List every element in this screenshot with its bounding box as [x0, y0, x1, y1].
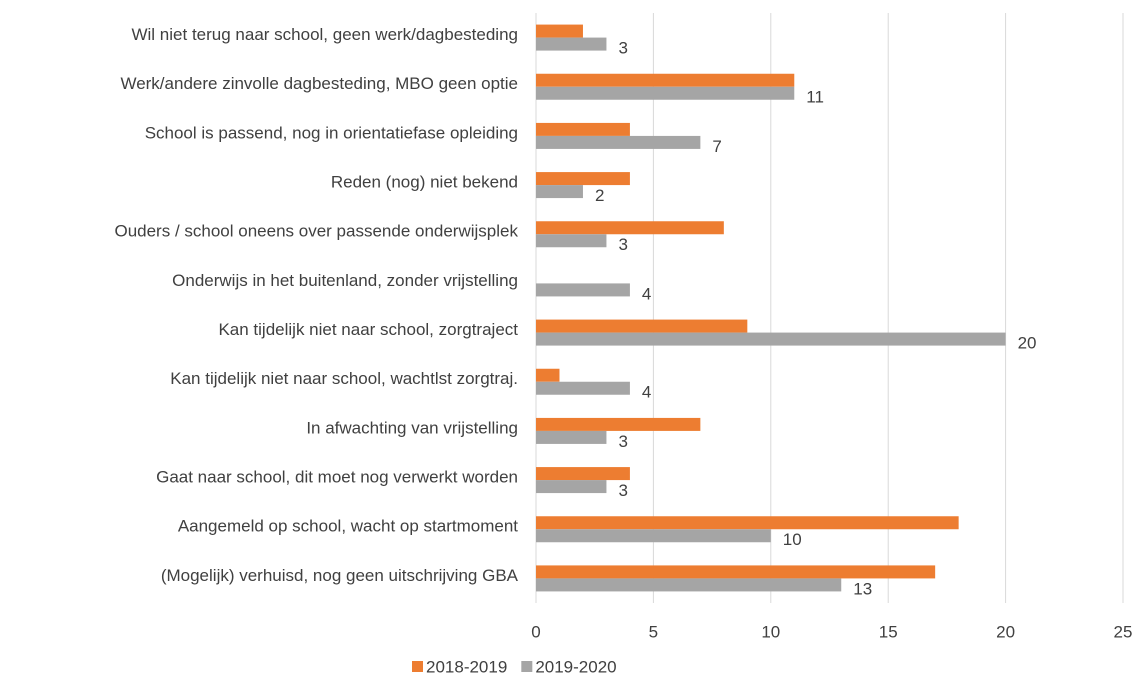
bar [536, 37, 607, 51]
data-label: 13 [853, 579, 872, 598]
x-tick-label: 0 [531, 622, 540, 641]
y-tick-label: Onderwijs in het buitenland, zonder vrij… [172, 271, 518, 290]
y-tick-label: Werk/andere zinvolle dagbesteding, MBO g… [120, 74, 518, 93]
x-tick-label: 25 [1114, 622, 1133, 641]
bar [536, 185, 583, 199]
bar [536, 417, 701, 431]
legend-label: 2018-2019 [426, 657, 507, 676]
bar [536, 172, 630, 186]
data-label: 7 [712, 137, 721, 156]
y-tick-label: School is passend, nog in orientatiefase… [145, 123, 518, 142]
bar [536, 73, 795, 87]
bar [536, 221, 724, 235]
data-label: 10 [783, 530, 802, 549]
y-tick-label: Kan tijdelijk niet naar school, wachtlst… [170, 369, 518, 388]
data-label: 3 [618, 235, 627, 254]
data-label: 20 [1018, 334, 1037, 353]
bar [536, 86, 795, 100]
bar [536, 381, 630, 395]
y-tick-label: In afwachting van vrijstelling [306, 418, 518, 437]
data-label: 3 [618, 39, 627, 58]
x-tick-label: 5 [649, 622, 658, 641]
bar [536, 529, 771, 543]
bar [536, 516, 959, 530]
y-tick-label: Reden (nog) niet bekend [331, 173, 518, 192]
data-label: 11 [806, 88, 824, 107]
y-tick-label: Ouders / school oneens over passende ond… [114, 222, 518, 241]
bar [536, 480, 607, 494]
bar [536, 234, 607, 248]
bar [536, 467, 630, 481]
legend-label: 2019-2020 [535, 657, 616, 676]
y-tick-label: Aangemeld op school, wacht op startmomen… [178, 517, 518, 536]
data-label: 4 [642, 383, 651, 402]
bar [536, 332, 1006, 346]
x-tick-label: 20 [996, 622, 1015, 641]
bar [536, 135, 701, 149]
bar [536, 430, 607, 444]
bar [536, 122, 630, 136]
y-tick-label: Kan tijdelijk niet naar school, zorgtraj… [218, 320, 518, 339]
y-tick-label: Gaat naar school, dit moet nog verwerkt … [156, 468, 518, 487]
legend-swatch [412, 661, 423, 672]
bar [536, 283, 630, 297]
data-label: 3 [618, 481, 627, 500]
bar [536, 578, 842, 592]
bar [536, 565, 936, 579]
bar [536, 368, 560, 382]
legend-swatch [521, 661, 533, 672]
data-label: 4 [642, 284, 651, 303]
data-label: 3 [618, 432, 627, 451]
x-tick-label: 15 [879, 622, 898, 641]
y-tick-label: (Mogelijk) verhuisd, nog geen uitschrijv… [161, 566, 519, 585]
data-label: 2 [595, 186, 604, 205]
bar [536, 24, 583, 38]
bar [536, 319, 748, 333]
x-tick-label: 10 [761, 622, 780, 641]
y-tick-label: Wil niet terug naar school, geen werk/da… [131, 25, 518, 44]
